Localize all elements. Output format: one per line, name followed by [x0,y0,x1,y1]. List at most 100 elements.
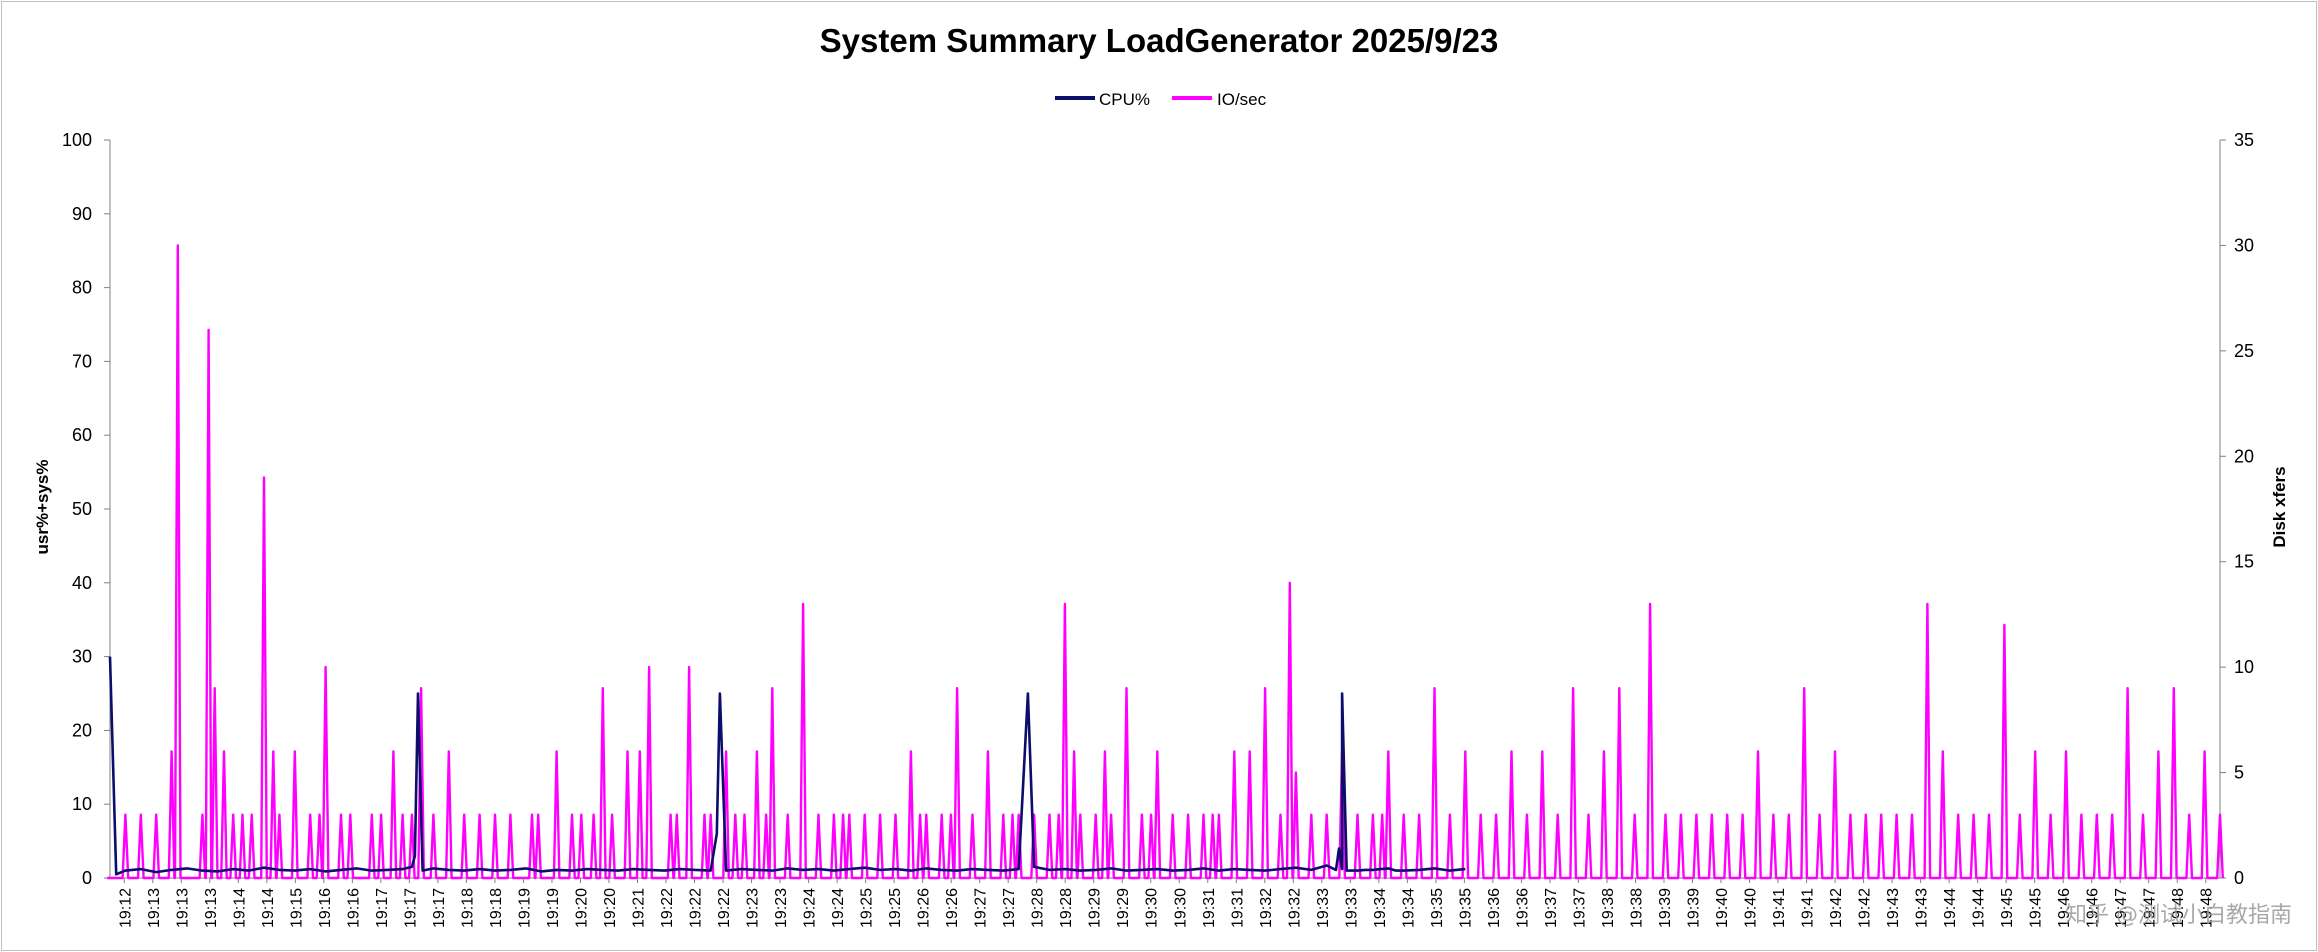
y-right-tick-label: 20 [2234,446,2254,466]
x-tick-label: 19:13 [146,888,163,928]
x-tick-label: 19:40 [1743,888,1760,928]
x-tick-label: 19:16 [345,888,362,928]
x-tick-label: 19:17 [374,888,391,928]
x-tick-label: 19:39 [1686,888,1703,928]
y-left-tick-label: 50 [72,499,92,519]
y-left-axis-title: usr%+sys% [33,460,52,555]
x-tick-label: 19:19 [516,888,533,928]
y-right-tick-label: 5 [2234,763,2244,783]
x-tick-label: 19:25 [859,888,876,928]
x-tick-label: 19:18 [459,888,476,928]
x-tick-label: 19:23 [773,888,790,928]
x-tick-label: 19:31 [1229,888,1246,928]
x-tick-label: 19:21 [631,888,648,928]
x-tick-label: 19:17 [402,888,419,928]
y-right-axis-title: Disk xfers [2270,466,2289,547]
y-left-tick-label: 10 [72,794,92,814]
x-tick-label: 19:30 [1144,888,1161,928]
series-line-cpu [108,656,1466,876]
x-tick-label: 19:45 [1999,888,2016,928]
y-right-tick-label: 15 [2234,552,2254,572]
y-left-tick-label: 30 [72,647,92,667]
y-left-tick-label: 90 [72,204,92,224]
x-tick-label: 19:22 [688,888,705,928]
x-tick-label: 19:36 [1514,888,1531,928]
x-tick-label: 19:27 [973,888,990,928]
y-left-tick-label: 70 [72,351,92,371]
x-tick-label: 19:14 [231,888,248,928]
x-tick-label: 19:42 [1857,888,1874,928]
x-tick-label: 19:34 [1400,888,1417,928]
x-tick-label: 19:24 [802,888,819,928]
x-tick-label: 19:12 [117,888,134,928]
x-tick-label: 19:18 [488,888,505,928]
x-tick-label: 19:43 [1885,888,1902,928]
x-tick-label: 19:24 [830,888,847,928]
x-tick-label: 19:16 [317,888,334,928]
x-tick-label: 19:42 [1828,888,1845,928]
x-tick-label: 19:22 [659,888,676,928]
x-tick-label: 19:17 [431,888,448,928]
x-tick-label: 19:31 [1201,888,1218,928]
x-tick-label: 19:15 [288,888,305,928]
x-tick-label: 19:27 [1001,888,1018,928]
x-tick-label: 19:34 [1372,888,1389,928]
x-tick-label: 19:41 [1771,888,1788,928]
y-left-tick-label: 80 [72,278,92,298]
x-tick-label: 19:39 [1657,888,1674,928]
x-tick-label: 19:28 [1030,888,1047,928]
x-tick-label: 19:26 [916,888,933,928]
x-tick-label: 19:13 [203,888,220,928]
y-right-tick-label: 35 [2234,130,2254,150]
x-tick-label: 19:48 [2199,888,2216,928]
x-tick-label: 19:43 [1914,888,1931,928]
x-tick-label: 19:45 [2028,888,2045,928]
series-line-io [107,244,2224,880]
x-tick-label: 19:33 [1315,888,1332,928]
x-tick-label: 19:35 [1457,888,1474,928]
y-right-tick-label: 0 [2234,868,2244,888]
x-tick-label: 19:37 [1571,888,1588,928]
chart-title: System Summary LoadGenerator 2025/9/23 [820,22,1499,59]
y-right-tick-label: 30 [2234,235,2254,255]
x-tick-label: 19:14 [260,888,277,928]
y-left-tick-label: 60 [72,425,92,445]
x-tick-label: 19:38 [1628,888,1645,928]
y-left-tick-label: 40 [72,573,92,593]
watermark: 知乎 @测试小白教指南 [2065,903,2292,928]
x-tick-label: 19:26 [944,888,961,928]
x-tick-label: 19:37 [1543,888,1560,928]
y-left-tick-label: 20 [72,720,92,740]
x-axis-ticks: 19:12 19:13 19:13 19:13 19:14 19:14 19:15 19:16… [117,878,2216,928]
legend: CPU% IO/sec [1055,90,1267,109]
x-tick-label: 19:40 [1714,888,1731,928]
x-tick-label: 19:44 [1942,888,1959,928]
x-tick-label: 19:20 [573,888,590,928]
x-tick-label: 19:36 [1486,888,1503,928]
y-left-tick-label: 0 [82,868,92,888]
legend-label-io: IO/sec [1217,90,1267,109]
x-tick-label: 19:33 [1343,888,1360,928]
y-right-tick-label: 25 [2234,341,2254,361]
x-tick-label: 19:46 [2085,888,2102,928]
x-tick-label: 19:44 [1971,888,1988,928]
x-tick-label: 19:19 [545,888,562,928]
legend-label-cpu: CPU% [1099,90,1150,109]
plot-area [107,244,2224,880]
x-tick-label: 19:23 [745,888,762,928]
x-tick-label: 19:47 [2113,888,2130,928]
x-tick-label: 19:32 [1286,888,1303,928]
x-tick-label: 19:48 [2170,888,2187,928]
x-tick-label: 19:32 [1258,888,1275,928]
x-tick-label: 19:20 [602,888,619,928]
x-tick-label: 19:35 [1429,888,1446,928]
x-tick-label: 19:41 [1800,888,1817,928]
x-tick-label: 19:46 [2056,888,2073,928]
y-left-tick-label: 100 [62,130,92,150]
y-right-tick-label: 10 [2234,657,2254,677]
x-tick-label: 19:30 [1172,888,1189,928]
x-tick-label: 19:29 [1087,888,1104,928]
x-tick-label: 19:13 [174,888,191,928]
